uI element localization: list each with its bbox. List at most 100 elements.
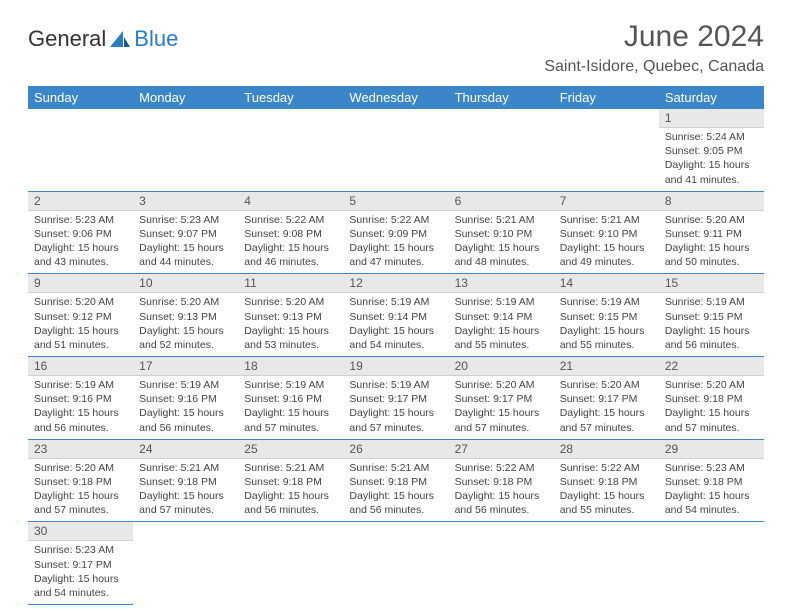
day-data: Sunrise: 5:20 AMSunset: 9:13 PMDaylight:… [238, 293, 343, 356]
day-data: Sunrise: 5:19 AMSunset: 9:16 PMDaylight:… [28, 376, 133, 439]
calendar-cell: 30Sunrise: 5:23 AMSunset: 9:17 PMDayligh… [28, 522, 133, 605]
day-data: Sunrise: 5:19 AMSunset: 9:15 PMDaylight:… [659, 293, 764, 356]
calendar-cell: 24Sunrise: 5:21 AMSunset: 9:18 PMDayligh… [133, 439, 238, 522]
sunset-text: Sunset: 9:05 PM [665, 144, 758, 158]
daylight-text: Daylight: 15 hours and 41 minutes. [665, 158, 758, 186]
calendar-row: 2Sunrise: 5:23 AMSunset: 9:06 PMDaylight… [28, 191, 764, 274]
daylight-text: Daylight: 15 hours and 57 minutes. [349, 406, 442, 434]
calendar-body: 1Sunrise: 5:24 AMSunset: 9:05 PMDaylight… [28, 109, 764, 605]
daylight-text: Daylight: 15 hours and 56 minutes. [139, 406, 232, 434]
sunset-text: Sunset: 9:15 PM [560, 310, 653, 324]
calendar-row: 23Sunrise: 5:20 AMSunset: 9:18 PMDayligh… [28, 439, 764, 522]
calendar-cell [554, 109, 659, 191]
day-number: 5 [343, 192, 448, 211]
calendar-cell: 14Sunrise: 5:19 AMSunset: 9:15 PMDayligh… [554, 274, 659, 357]
day-number: 21 [554, 357, 659, 376]
day-number: 8 [659, 192, 764, 211]
daylight-text: Daylight: 15 hours and 56 minutes. [665, 324, 758, 352]
daylight-text: Daylight: 15 hours and 47 minutes. [349, 241, 442, 269]
sunrise-text: Sunrise: 5:21 AM [349, 461, 442, 475]
logo-text-general: General [28, 26, 106, 52]
day-number: 27 [449, 440, 554, 459]
sunset-text: Sunset: 9:16 PM [139, 392, 232, 406]
day-number: 15 [659, 274, 764, 293]
day-data: Sunrise: 5:23 AMSunset: 9:06 PMDaylight:… [28, 211, 133, 274]
calendar-cell: 9 Sunrise: 5:20 AMSunset: 9:12 PMDaylight… [28, 274, 133, 357]
day-number: 19 [343, 357, 448, 376]
daylight-text: Daylight: 15 hours and 51 minutes. [34, 324, 127, 352]
calendar-cell [343, 522, 448, 605]
weekday-header: Wednesday [343, 86, 448, 109]
sunset-text: Sunset: 9:13 PM [244, 310, 337, 324]
daylight-text: Daylight: 15 hours and 50 minutes. [665, 241, 758, 269]
day-number: 2 [28, 192, 133, 211]
day-data: Sunrise: 5:20 AMSunset: 9:17 PMDaylight:… [554, 376, 659, 439]
day-number: 26 [343, 440, 448, 459]
sunrise-text: Sunrise: 5:20 AM [34, 295, 127, 309]
day-data: Sunrise: 5:21 AMSunset: 9:18 PMDaylight:… [343, 459, 448, 522]
day-number: 30 [28, 522, 133, 541]
day-number: 9 [28, 274, 133, 293]
sunrise-text: Sunrise: 5:21 AM [139, 461, 232, 475]
day-data: Sunrise: 5:20 AMSunset: 9:18 PMDaylight:… [28, 459, 133, 522]
sunrise-text: Sunrise: 5:20 AM [665, 378, 758, 392]
day-number: 24 [133, 440, 238, 459]
calendar-cell: 5Sunrise: 5:22 AMSunset: 9:09 PMDaylight… [343, 191, 448, 274]
sunrise-text: Sunrise: 5:22 AM [244, 213, 337, 227]
title-block: June 2024 Saint-Isidore, Quebec, Canada [544, 20, 764, 76]
day-data: Sunrise: 5:19 AMSunset: 9:14 PMDaylight:… [343, 293, 448, 356]
day-number: 18 [238, 357, 343, 376]
daylight-text: Daylight: 15 hours and 56 minutes. [34, 406, 127, 434]
sunset-text: Sunset: 9:10 PM [560, 227, 653, 241]
calendar-row: 1Sunrise: 5:24 AMSunset: 9:05 PMDaylight… [28, 109, 764, 191]
daylight-text: Daylight: 15 hours and 55 minutes. [455, 324, 548, 352]
calendar-cell: 7Sunrise: 5:21 AMSunset: 9:10 PMDaylight… [554, 191, 659, 274]
day-number: 22 [659, 357, 764, 376]
calendar-cell: 10Sunrise: 5:20 AMSunset: 9:13 PMDayligh… [133, 274, 238, 357]
calendar-cell: 12Sunrise: 5:19 AMSunset: 9:14 PMDayligh… [343, 274, 448, 357]
day-data: Sunrise: 5:19 AMSunset: 9:17 PMDaylight:… [343, 376, 448, 439]
daylight-text: Daylight: 15 hours and 57 minutes. [560, 406, 653, 434]
day-number: 3 [133, 192, 238, 211]
sunset-text: Sunset: 9:16 PM [34, 392, 127, 406]
sunset-text: Sunset: 9:12 PM [34, 310, 127, 324]
sunrise-text: Sunrise: 5:20 AM [34, 461, 127, 475]
calendar-row: 30Sunrise: 5:23 AMSunset: 9:17 PMDayligh… [28, 522, 764, 605]
calendar-cell [238, 109, 343, 191]
sunset-text: Sunset: 9:18 PM [349, 475, 442, 489]
day-data: Sunrise: 5:24 AMSunset: 9:05 PMDaylight:… [659, 128, 764, 191]
daylight-text: Daylight: 15 hours and 57 minutes. [455, 406, 548, 434]
daylight-text: Daylight: 15 hours and 55 minutes. [560, 324, 653, 352]
sunset-text: Sunset: 9:09 PM [349, 227, 442, 241]
calendar-cell [28, 109, 133, 191]
day-number: 12 [343, 274, 448, 293]
calendar-cell: 19Sunrise: 5:19 AMSunset: 9:17 PMDayligh… [343, 357, 448, 440]
calendar-cell [238, 522, 343, 605]
calendar-cell: 20Sunrise: 5:20 AMSunset: 9:17 PMDayligh… [449, 357, 554, 440]
sunset-text: Sunset: 9:10 PM [455, 227, 548, 241]
sunrise-text: Sunrise: 5:19 AM [244, 378, 337, 392]
sunrise-text: Sunrise: 5:24 AM [665, 130, 758, 144]
weekday-header: Sunday [28, 86, 133, 109]
day-data: Sunrise: 5:19 AMSunset: 9:16 PMDaylight:… [133, 376, 238, 439]
calendar-head: SundayMondayTuesdayWednesdayThursdayFrid… [28, 86, 764, 109]
calendar-cell [659, 522, 764, 605]
sunrise-text: Sunrise: 5:20 AM [665, 213, 758, 227]
sunset-text: Sunset: 9:18 PM [139, 475, 232, 489]
day-number: 17 [133, 357, 238, 376]
calendar-cell: 11Sunrise: 5:20 AMSunset: 9:13 PMDayligh… [238, 274, 343, 357]
sunrise-text: Sunrise: 5:19 AM [560, 295, 653, 309]
daylight-text: Daylight: 15 hours and 49 minutes. [560, 241, 653, 269]
sunset-text: Sunset: 9:15 PM [665, 310, 758, 324]
sunrise-text: Sunrise: 5:23 AM [34, 543, 127, 557]
sunrise-text: Sunrise: 5:19 AM [349, 295, 442, 309]
calendar-cell: 1Sunrise: 5:24 AMSunset: 9:05 PMDaylight… [659, 109, 764, 191]
sunset-text: Sunset: 9:18 PM [34, 475, 127, 489]
daylight-text: Daylight: 15 hours and 55 minutes. [560, 489, 653, 517]
day-data: Sunrise: 5:23 AMSunset: 9:18 PMDaylight:… [659, 459, 764, 522]
day-number: 25 [238, 440, 343, 459]
weekday-header: Monday [133, 86, 238, 109]
day-data: Sunrise: 5:21 AMSunset: 9:18 PMDaylight:… [238, 459, 343, 522]
daylight-text: Daylight: 15 hours and 52 minutes. [139, 324, 232, 352]
daylight-text: Daylight: 15 hours and 54 minutes. [349, 324, 442, 352]
